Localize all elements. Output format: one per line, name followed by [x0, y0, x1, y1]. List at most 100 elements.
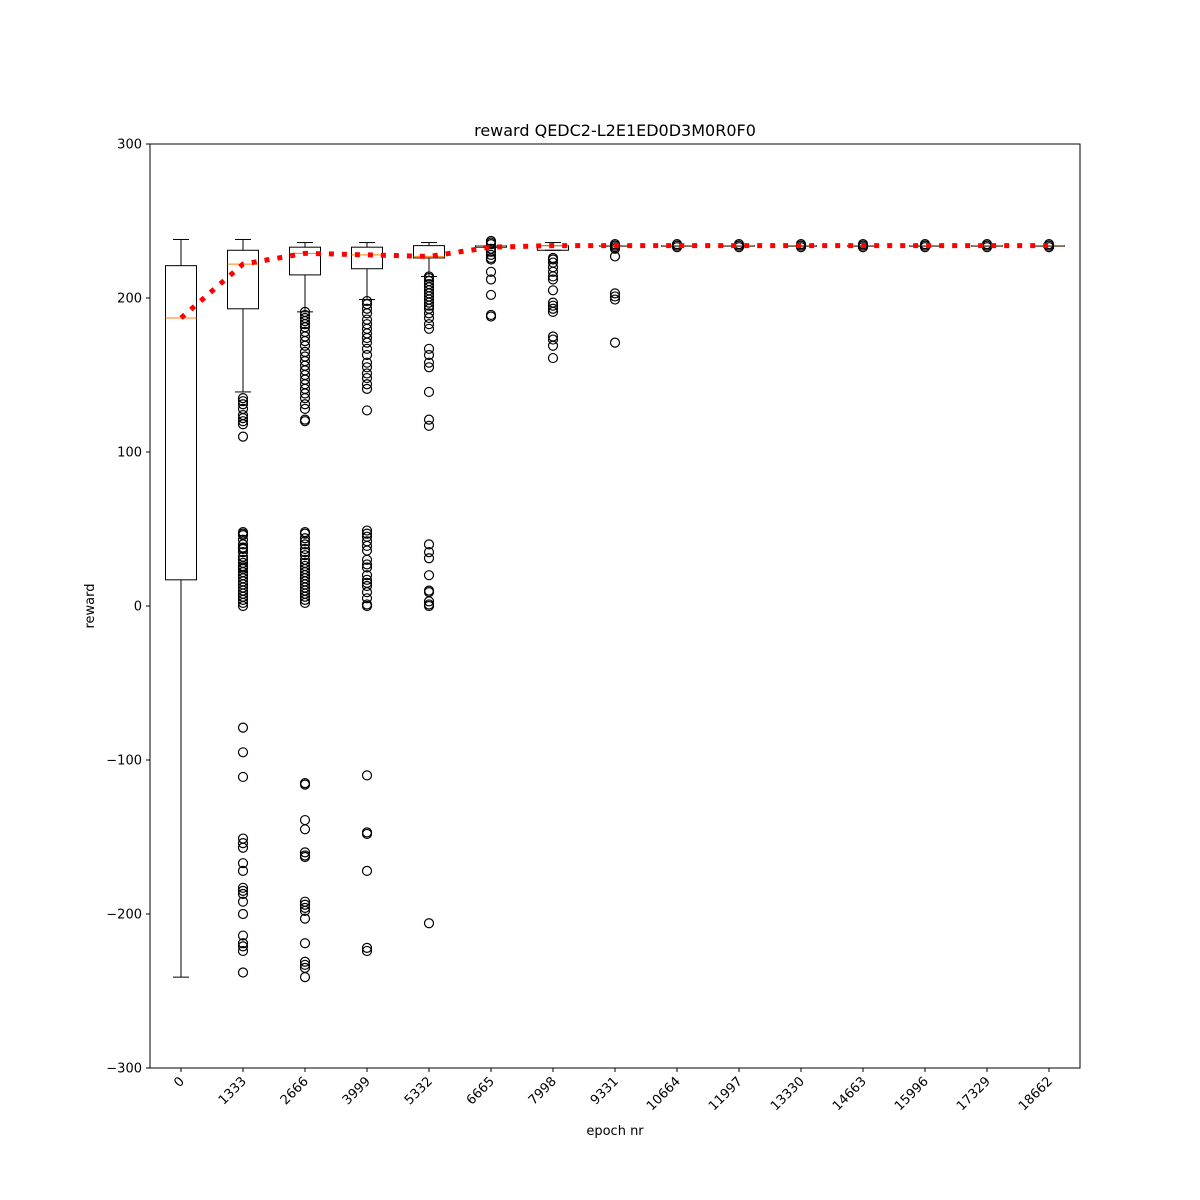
outlier-point [547, 300, 559, 311]
outlier-point [299, 905, 311, 917]
outlier-point [299, 536, 311, 547]
outlier-point [299, 594, 311, 605]
outlier-point [547, 266, 559, 277]
outlier-point [423, 312, 435, 324]
outlier-point [547, 334, 559, 345]
outlier-point [237, 747, 249, 758]
box-body [413, 245, 445, 259]
outlier-point [299, 972, 311, 983]
outlier-point [485, 266, 497, 277]
outlier-point [299, 403, 311, 414]
outlier-point [361, 372, 373, 384]
outlier-point [361, 343, 373, 354]
outlier-point [299, 938, 311, 949]
outlier-point [361, 570, 373, 581]
outlier-point [361, 865, 373, 876]
outlier-point [423, 386, 435, 398]
outlier-point [361, 308, 373, 319]
outlier-point [485, 311, 497, 322]
outlier-point [361, 828, 373, 840]
outlier-point [299, 847, 311, 858]
y-tick-label: 300 [117, 138, 142, 153]
outlier-point [299, 597, 311, 609]
outlier-point [547, 285, 559, 296]
outlier-point [299, 902, 311, 913]
outlier-point [237, 594, 249, 605]
outlier-point [299, 388, 311, 399]
outlier-point [423, 546, 435, 558]
outlier-point [237, 908, 249, 920]
outlier-point [299, 416, 311, 427]
outlier-point [237, 938, 249, 949]
outlier-point [237, 600, 249, 612]
outlier-point [237, 771, 249, 783]
outlier-point [237, 431, 249, 442]
outlier-point [423, 918, 435, 929]
outlier-point [237, 722, 249, 733]
outlier-point [361, 559, 373, 570]
outlier-point [361, 332, 373, 344]
box-group [289, 242, 321, 983]
outlier-point [423, 323, 435, 334]
outlier-point [299, 533, 311, 544]
outlier-point [361, 295, 373, 307]
outlier-point [237, 858, 249, 869]
outlier-point [361, 540, 373, 552]
y-tick-label: −200 [106, 908, 142, 923]
outlier-point [299, 539, 311, 550]
outlier-point [361, 362, 373, 373]
y-axis-title: reward [83, 583, 98, 628]
outlier-point [361, 528, 373, 539]
outlier-point [299, 824, 311, 835]
box-body [289, 246, 321, 276]
outlier-point [299, 319, 311, 330]
outlier-point [237, 896, 249, 907]
outlier-point [237, 882, 249, 893]
outlier-point [423, 308, 435, 319]
outlier-point [423, 414, 435, 425]
outlier-point [485, 239, 497, 250]
outlier-point [609, 288, 621, 299]
outlier-point [547, 340, 559, 351]
y-tick-label: 200 [117, 292, 142, 307]
outlier-point [237, 941, 249, 952]
outlier-point [299, 956, 311, 967]
outlier-point [361, 349, 373, 361]
outlier-point [237, 842, 249, 853]
outlier-point [485, 254, 497, 265]
outlier-point [423, 420, 435, 431]
outlier-point [423, 319, 435, 330]
outlier-point [299, 851, 311, 863]
box-group [165, 238, 197, 978]
outlier-point [485, 246, 497, 257]
outlier-point [547, 352, 559, 364]
outlier-point [237, 546, 249, 558]
outlier-point [361, 405, 373, 416]
outlier-point [609, 294, 621, 305]
outlier-point [361, 383, 373, 394]
outlier-point [547, 271, 559, 282]
outlier-point [361, 357, 373, 368]
outlier-point [361, 593, 373, 604]
outlier-point [547, 254, 559, 265]
y-axis: −300 −200 −100 0 100 200 300 [106, 138, 150, 1077]
outlier-point [299, 393, 311, 404]
outlier-point [361, 580, 373, 592]
outlier-point [361, 587, 373, 598]
outlier-point [547, 306, 559, 317]
outlier-point [237, 885, 249, 897]
outlier-point [237, 399, 249, 410]
outlier-point [237, 930, 249, 941]
outlier-point [423, 297, 435, 308]
outlier-point [299, 899, 311, 910]
outlier-point [423, 539, 435, 550]
outlier-point [361, 368, 373, 379]
outlier-point [299, 336, 311, 347]
outlier-point [423, 357, 435, 368]
outlier-point [237, 539, 249, 550]
outlier-point [237, 393, 249, 404]
outlier-point [237, 838, 249, 849]
outlier-point [237, 543, 249, 555]
outlier-point [237, 865, 249, 876]
outlier-point [237, 416, 249, 427]
